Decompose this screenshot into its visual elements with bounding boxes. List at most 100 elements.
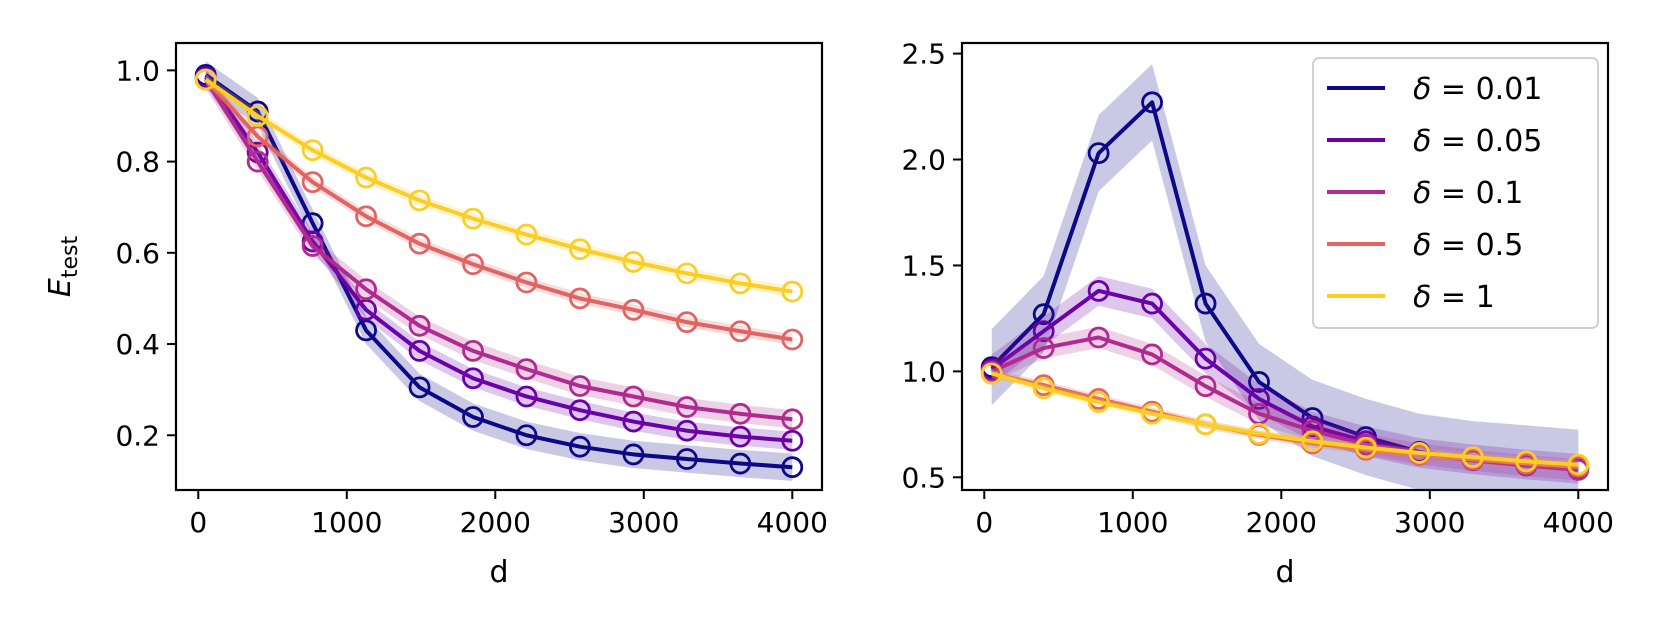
series-3: [194, 68, 804, 351]
series-1-point-4: [408, 339, 431, 362]
legend-label-1: δ = 0.05: [1413, 124, 1542, 159]
series-0-point-7: [569, 435, 591, 458]
x-tick-label-1: 1000: [311, 506, 382, 539]
left-panel: 0 1000 2000 3000 4000 0.2 0.4 0.6 0.8 1.0 d Etest: [43, 41, 828, 590]
axes-frame: [960, 41, 1610, 492]
series-4-point-5: [462, 207, 484, 230]
series-2-point-2: [1087, 326, 1110, 349]
series-2-point-8: [622, 385, 645, 408]
series-0-point-5: [1248, 371, 1270, 393]
legend-label-3: δ = 0.5: [1413, 228, 1523, 263]
series-0-point-6: [515, 424, 538, 447]
series-4-point-3: [1141, 402, 1163, 425]
series-2-point-5: [462, 339, 484, 362]
series-1-point-4: [1194, 347, 1217, 370]
series-0-point-2: [1087, 142, 1110, 165]
x-tick-label-2: 2000: [460, 506, 531, 539]
series-3-point-4: [408, 232, 431, 255]
series-4-point-0: [980, 362, 1003, 385]
legend-label-0: δ = 0.01: [1413, 72, 1542, 107]
axes-frame: [174, 41, 824, 492]
x-axis-label: d: [1275, 555, 1294, 590]
series-4-point-1: [246, 105, 269, 127]
series-1-point-6: [515, 385, 538, 408]
y-tick-label-4: 1.0: [115, 54, 160, 87]
series-4-point-10: [1515, 450, 1538, 473]
series-1-point-7: [569, 399, 591, 422]
series-4-point-2: [301, 139, 324, 162]
series-2-point-2: [301, 235, 324, 257]
series-3-point-8: [622, 298, 645, 321]
series-1-point-9: [675, 419, 698, 442]
series-2-band: [205, 70, 793, 429]
series-2-point-4: [1194, 375, 1217, 398]
series-2-point-1: [1032, 337, 1055, 359]
series-3-point-10: [729, 320, 752, 343]
series-0-point-5: [462, 406, 484, 428]
y-tick-label-2: 1.5: [901, 249, 946, 282]
series-4-point-9: [1461, 446, 1484, 469]
series-4-point-11: [1567, 453, 1590, 476]
plot-area: [194, 61, 804, 481]
series-4-band: [991, 369, 1579, 469]
x-tick-label-1: 1000: [1097, 506, 1168, 539]
series-3-point-7: [569, 287, 591, 310]
series-1-point-11: [781, 429, 804, 452]
series-2-point-1: [246, 150, 269, 173]
legend: δ = 0.01 δ = 0.05 δ = 0.1 δ = 0.5 δ = 1: [1312, 57, 1599, 329]
series-3-point-11: [781, 328, 804, 351]
series-4-point-5: [1248, 422, 1270, 445]
x-tick-label-4: 4000: [1543, 506, 1614, 539]
x-tick-label-2: 2000: [1246, 506, 1317, 539]
y-tick-label-0: 0.5: [901, 461, 946, 494]
series-4-point-3: [355, 166, 377, 189]
series-4-point-4: [408, 189, 431, 212]
series-2-point-6: [515, 358, 538, 381]
series-1-point-5: [462, 367, 484, 390]
plot-area: [980, 64, 1590, 490]
series-0-point-4: [1194, 292, 1217, 315]
series-0-point-9: [675, 448, 698, 470]
x-tick-label-0: 0: [975, 506, 993, 539]
x-tick-label-0: 0: [189, 506, 207, 539]
series-1-point-10: [729, 425, 752, 448]
series-0: [194, 61, 804, 481]
series-4-point-6: [515, 223, 538, 246]
series-1-point-3: [355, 298, 377, 321]
series-0-point-3: [1141, 91, 1163, 114]
series-2-point-11: [781, 408, 804, 431]
series-0-point-3: [355, 319, 377, 342]
series-4: [194, 68, 804, 303]
series-3-point-1: [246, 125, 269, 148]
series-3-point-2: [301, 171, 324, 194]
series-4-point-10: [729, 272, 752, 295]
x-tick-label-3: 3000: [608, 506, 679, 539]
series-3-point-6: [515, 271, 538, 294]
series-2-point-10: [729, 402, 752, 425]
series-4-point-7: [569, 238, 591, 261]
x-tick-label-3: 3000: [1394, 506, 1465, 539]
series-4-point-2: [1087, 391, 1110, 413]
series-4-point-11: [781, 280, 804, 303]
series-1-point-5: [1248, 388, 1270, 410]
series-4-point-0: [194, 68, 217, 91]
series-2-point-7: [569, 375, 591, 397]
y-tick-label-3: 2.0: [901, 144, 946, 177]
series-3-point-5: [462, 253, 484, 276]
series-2-point-9: [675, 396, 698, 418]
series-1-point-1: [1032, 320, 1055, 343]
series-3-point-3: [355, 205, 377, 228]
series-0-point-11: [781, 456, 804, 479]
y-tick-label-1: 0.4: [115, 328, 160, 361]
series-4-point-8: [1408, 442, 1431, 464]
series-4-point-9: [675, 262, 698, 285]
y-axis-label: Etest: [43, 236, 83, 298]
y-tick-label-1: 1.0: [901, 355, 946, 388]
series-4-point-1: [1032, 377, 1055, 400]
series-2-point-3: [355, 278, 377, 301]
y-tick-label-4: 2.5: [901, 38, 946, 71]
series-4: [980, 362, 1590, 476]
legend-box: [1312, 57, 1599, 329]
series-0-point-1: [1032, 303, 1055, 326]
series-4-point-4: [1194, 413, 1217, 436]
